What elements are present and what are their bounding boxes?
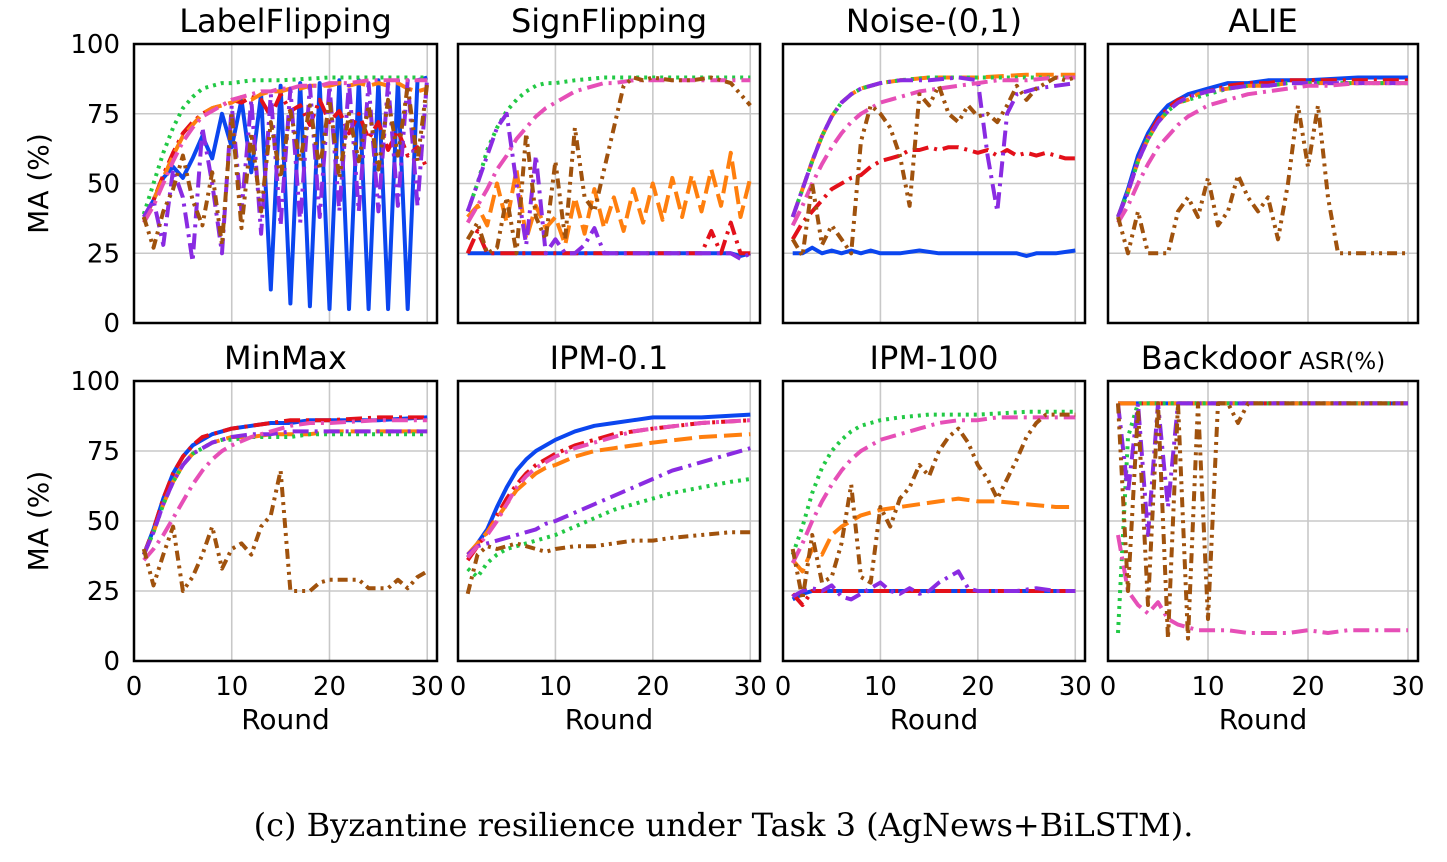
subplot-backdoor: Backdoor ASR(%) 0 10 20 30 Round — [1100, 339, 1425, 736]
y-axis-label: MA (%) — [22, 133, 55, 234]
plot-frame — [1106, 379, 1420, 663]
series-line-orange — [791, 496, 1076, 574]
subplot-title: MinMax — [224, 339, 347, 377]
series-line-purple — [141, 429, 428, 556]
series-line-red — [466, 418, 751, 562]
series-line-purple — [791, 569, 1076, 602]
series-line-orange — [466, 150, 753, 247]
series-line-blue — [792, 245, 1076, 258]
figure-caption: (c) Byzantine resilience under Task 3 (A… — [253, 806, 1194, 844]
subplot-title: IPM-100 — [870, 339, 999, 377]
subplot-ipm-100: IPM-100 0 10 20 30 Round — [775, 339, 1092, 736]
x-tick-label: 30 — [734, 672, 767, 702]
subplot-title: LabelFlipping — [179, 2, 392, 40]
plot-frame — [456, 379, 762, 663]
series-line-green — [141, 432, 428, 556]
plot-frame — [1106, 42, 1420, 325]
series-line-red — [465, 220, 751, 256]
series-line-blue — [142, 75, 428, 312]
subplot-title: Noise-(0,1) — [846, 2, 1022, 40]
x-tick-label: 0 — [450, 672, 467, 702]
y-tick-label: 100 — [70, 30, 120, 60]
y-tick-label: 0 — [103, 647, 120, 677]
x-tick-label: 20 — [313, 672, 346, 702]
y-tick-label: 50 — [87, 507, 120, 537]
x-tick-label: 20 — [1291, 672, 1324, 702]
series-line-purple — [1116, 401, 1408, 537]
series-line-green — [1116, 81, 1408, 218]
series-line-brown — [141, 468, 429, 593]
series-line-pink — [790, 75, 1076, 227]
series-line-brown — [1116, 401, 1408, 641]
series-line-blue — [1116, 75, 1408, 218]
x-tick-label: 20 — [636, 672, 669, 702]
series-line-red — [790, 145, 1076, 241]
series-line-green — [790, 409, 1076, 556]
x-tick-label: 10 — [864, 672, 897, 702]
series-line-pink — [142, 418, 428, 562]
series-line-pink — [142, 78, 428, 224]
x-axis-label: Round — [241, 703, 330, 736]
x-tick-label: 0 — [1100, 672, 1117, 702]
subplot-title: SignFlipping — [511, 2, 707, 40]
series-line-red — [1116, 78, 1408, 218]
series-line-green — [466, 477, 751, 579]
series-line-purple — [790, 75, 1076, 218]
series-line-red — [141, 415, 428, 556]
plot-frame — [132, 42, 439, 325]
subplot-labelflipping: LabelFlipping 0 25 50 75 100 MA (%) — [22, 2, 439, 339]
series-line-green — [141, 75, 428, 215]
series-line-brown — [1116, 103, 1408, 256]
subplot-alie: ALIE — [1106, 2, 1420, 325]
x-axis-label: Round — [890, 703, 979, 736]
subplot-title: Backdoor ASR(%) — [1141, 339, 1385, 377]
series-line-purple — [1116, 81, 1408, 218]
y-axis-label: MA (%) — [22, 471, 55, 572]
series-line-brown — [465, 75, 752, 256]
plot-frame — [132, 379, 439, 663]
series-line-pink — [1116, 81, 1408, 224]
x-tick-label: 0 — [126, 672, 143, 702]
y-tick-label: 0 — [103, 309, 120, 339]
x-tick-label: 10 — [215, 672, 248, 702]
series-line-red — [791, 589, 1076, 607]
x-axis-label: Round — [1219, 703, 1308, 736]
y-tick-label: 75 — [87, 100, 120, 130]
series-line-brown — [790, 75, 1076, 258]
series-line-pink — [466, 418, 751, 559]
subplot-ipm-0-1: IPM-0.1 0 10 20 30 Round — [450, 339, 767, 736]
plot-frame — [781, 379, 1087, 663]
plot-frame — [456, 42, 762, 325]
series-line-purple — [466, 446, 751, 557]
x-axis-label: Round — [565, 703, 654, 736]
subplot-title: IPM-0.1 — [550, 339, 669, 377]
subplot-title-suffix: ASR(%) — [1299, 349, 1385, 375]
y-tick-label: 75 — [87, 437, 120, 467]
x-tick-label: 30 — [411, 672, 444, 702]
series-line-blue — [466, 412, 751, 559]
x-tick-label: 30 — [1059, 672, 1092, 702]
series-line-brown — [465, 530, 751, 595]
x-tick-label: 0 — [775, 672, 792, 702]
series-line-orange — [790, 72, 1076, 218]
series-line-brown — [790, 412, 1076, 602]
x-tick-label: 10 — [1191, 672, 1224, 702]
y-tick-label: 50 — [87, 170, 120, 200]
series-line-purple — [142, 77, 430, 264]
series-line-orange — [1116, 81, 1408, 218]
y-tick-label: 25 — [87, 239, 120, 269]
y-tick-label: 25 — [87, 577, 120, 607]
series-line-pink — [790, 415, 1076, 564]
plot-frame — [781, 42, 1087, 325]
subplot-signflipping: SignFlipping — [456, 2, 762, 325]
series-line-pink — [1116, 534, 1408, 635]
x-tick-label: 30 — [1391, 672, 1424, 702]
subplot-title: ALIE — [1228, 2, 1297, 40]
x-tick-label: 10 — [539, 672, 572, 702]
subplot-noise-0-1-: Noise-(0,1) — [781, 2, 1087, 325]
subplot-minmax: MinMax 0 25 50 75 100 MA (%) 0 10 20 30 Round — [22, 339, 444, 736]
x-tick-label: 20 — [961, 672, 994, 702]
y-tick-label: 100 — [70, 367, 120, 397]
